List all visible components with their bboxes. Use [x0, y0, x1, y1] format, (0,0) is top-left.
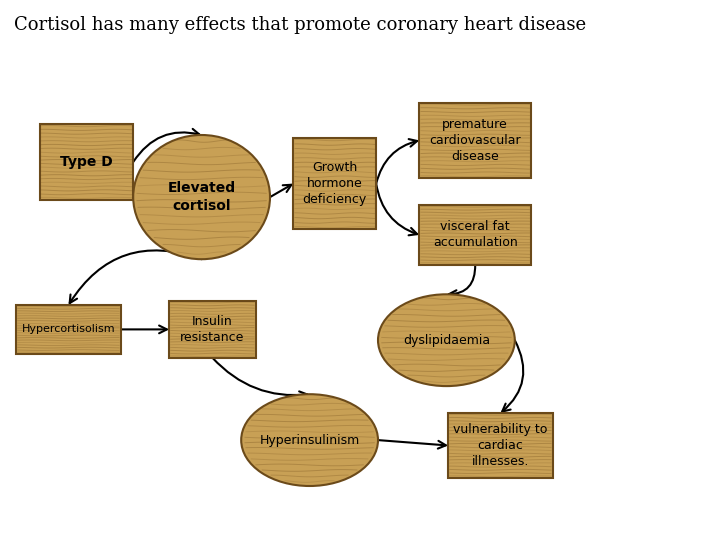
- FancyBboxPatch shape: [40, 124, 133, 200]
- Text: Growth
hormone
deficiency: Growth hormone deficiency: [302, 161, 367, 206]
- Text: vulnerability to
cardiac
illnesses.: vulnerability to cardiac illnesses.: [453, 423, 548, 468]
- FancyBboxPatch shape: [419, 205, 531, 265]
- FancyBboxPatch shape: [169, 301, 256, 357]
- Text: dyslipidaemia: dyslipidaemia: [402, 334, 490, 347]
- Ellipse shape: [241, 394, 378, 486]
- FancyBboxPatch shape: [17, 305, 121, 354]
- Ellipse shape: [378, 294, 515, 386]
- FancyBboxPatch shape: [294, 138, 377, 230]
- FancyBboxPatch shape: [448, 413, 553, 478]
- Text: Elevated
cortisol: Elevated cortisol: [168, 181, 235, 213]
- Text: Type D: Type D: [60, 155, 113, 169]
- Text: premature
cardiovascular
disease: premature cardiovascular disease: [429, 118, 521, 163]
- Text: visceral fat
accumulation: visceral fat accumulation: [433, 220, 518, 249]
- Ellipse shape: [133, 135, 270, 259]
- Text: Hyperinsulinism: Hyperinsulinism: [259, 434, 360, 447]
- Text: Insulin
resistance: Insulin resistance: [180, 315, 245, 344]
- Text: Cortisol has many effects that promote coronary heart disease: Cortisol has many effects that promote c…: [14, 16, 587, 34]
- Text: Hypercortisolism: Hypercortisolism: [22, 325, 115, 334]
- FancyBboxPatch shape: [419, 103, 531, 178]
